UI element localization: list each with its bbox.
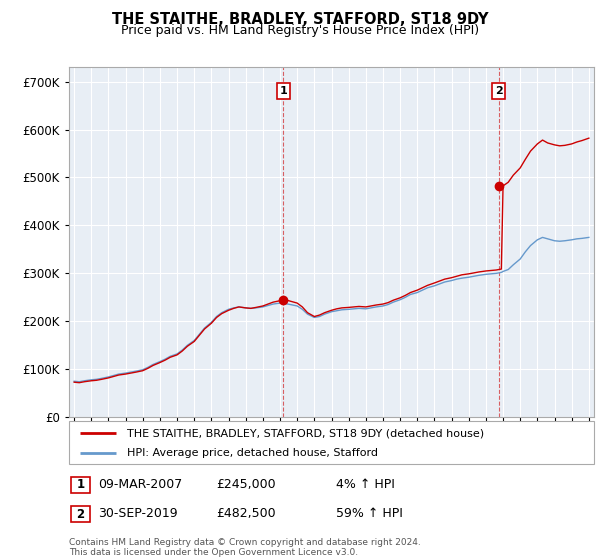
Text: HPI: Average price, detached house, Stafford: HPI: Average price, detached house, Staf…: [127, 448, 378, 458]
Text: 2: 2: [76, 507, 85, 521]
Text: Contains HM Land Registry data © Crown copyright and database right 2024.
This d: Contains HM Land Registry data © Crown c…: [69, 538, 421, 557]
Text: £245,000: £245,000: [216, 478, 275, 491]
FancyBboxPatch shape: [69, 421, 594, 464]
Text: 1: 1: [280, 86, 287, 96]
Text: THE STAITHE, BRADLEY, STAFFORD, ST18 9DY (detached house): THE STAITHE, BRADLEY, STAFFORD, ST18 9DY…: [127, 428, 484, 438]
Text: 30-SEP-2019: 30-SEP-2019: [98, 507, 178, 520]
Text: 09-MAR-2007: 09-MAR-2007: [98, 478, 182, 491]
Text: 2: 2: [495, 86, 503, 96]
Text: Price paid vs. HM Land Registry's House Price Index (HPI): Price paid vs. HM Land Registry's House …: [121, 24, 479, 37]
FancyBboxPatch shape: [71, 506, 89, 522]
Text: THE STAITHE, BRADLEY, STAFFORD, ST18 9DY: THE STAITHE, BRADLEY, STAFFORD, ST18 9DY: [112, 12, 488, 27]
Text: £482,500: £482,500: [216, 507, 275, 520]
Text: 1: 1: [76, 478, 85, 492]
Text: 4% ↑ HPI: 4% ↑ HPI: [336, 478, 395, 491]
Text: 59% ↑ HPI: 59% ↑ HPI: [336, 507, 403, 520]
FancyBboxPatch shape: [71, 477, 89, 493]
